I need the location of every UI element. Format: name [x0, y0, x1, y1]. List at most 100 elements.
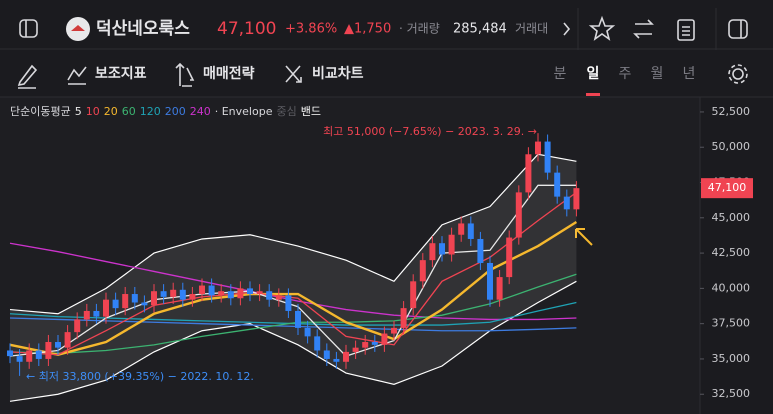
period-tab[interactable]: 월 — [651, 66, 664, 82]
candle-body — [256, 291, 263, 295]
legend-entry: 120 — [140, 105, 161, 118]
indicator-icon — [67, 66, 87, 85]
candle-body — [247, 288, 253, 295]
candle-body — [179, 289, 186, 300]
stock-price: 47,100 — [217, 19, 276, 39]
candle-body — [93, 310, 100, 317]
volume: 285,484 — [453, 22, 507, 37]
candle-body — [496, 277, 503, 300]
volume-label: · 거래량 — [399, 22, 440, 36]
candle-body — [429, 243, 436, 261]
candle-body — [333, 358, 340, 362]
candle-body — [151, 291, 157, 306]
candle-body — [55, 342, 61, 348]
candle-body — [218, 291, 225, 296]
plot — [7, 133, 580, 402]
candle-body — [410, 281, 417, 309]
y-tick-label: 40,000 — [712, 281, 751, 294]
candle-body — [563, 196, 570, 210]
panel-button[interactable] — [728, 19, 748, 39]
candle-body — [314, 336, 321, 351]
candle-body — [266, 291, 273, 300]
toolbar-item[interactable]: 매매전략 — [203, 65, 255, 82]
candle-body — [371, 342, 378, 345]
legend: 단순이동평균 5 10 20 60 120 200 240 · Envelope 중심 밴드 — [10, 105, 321, 118]
swap-button[interactable] — [633, 19, 654, 39]
candle-body — [391, 327, 397, 334]
candle-body — [141, 302, 148, 306]
toolbar-item[interactable]: 보조지표 — [95, 66, 147, 82]
candle-body — [477, 238, 484, 263]
candle-body — [544, 141, 551, 173]
candle-body — [16, 356, 23, 362]
candle-body — [208, 285, 215, 296]
candle-body — [304, 327, 311, 337]
change-rate: +3.86% — [285, 22, 337, 37]
more-button[interactable] — [563, 22, 571, 36]
candle-body — [26, 350, 33, 362]
sidebar-button[interactable] — [19, 19, 38, 38]
y-tick-label: 45,000 — [712, 211, 751, 224]
candle-body — [506, 237, 513, 278]
candle-body — [64, 332, 71, 348]
candle-body — [295, 310, 301, 328]
candle-body — [112, 299, 119, 309]
y-tick-label: 50,000 — [712, 140, 751, 153]
period-tab[interactable]: 년 — [683, 66, 696, 82]
candle-body — [227, 291, 234, 299]
candle-body — [122, 294, 129, 309]
candle-body — [131, 294, 138, 303]
stock-name: 덕산네오룩스 — [96, 19, 190, 39]
candle-body — [381, 333, 388, 345]
candle-body — [439, 243, 445, 255]
candle-body — [199, 285, 205, 295]
candle-body — [189, 294, 196, 300]
favorite-button[interactable] — [588, 15, 616, 41]
legend-entry: 10 — [86, 105, 100, 118]
candle-body — [275, 295, 282, 300]
pointer-arrow — [575, 228, 593, 246]
legend-prefix: 단순이동평균 — [10, 105, 71, 118]
legend-entry: 60 — [122, 105, 136, 118]
candle-body — [83, 310, 90, 320]
envelope-upper — [9, 153, 577, 315]
candle-body — [237, 288, 244, 299]
candle-body — [323, 350, 330, 359]
y-tick-label: 52,500 — [712, 105, 751, 118]
candle-body — [285, 295, 292, 311]
legend-center: 중심 — [276, 105, 296, 118]
ma-line — [9, 242, 577, 321]
last-price-box — [701, 178, 753, 199]
candle-body — [419, 260, 426, 282]
settings-button[interactable] — [732, 68, 744, 80]
candle-body — [74, 319, 81, 333]
candle-body — [352, 347, 359, 352]
compare-icon — [285, 65, 302, 83]
candle-body — [343, 351, 349, 362]
legend-entry: 200 — [165, 105, 186, 118]
y-tick-label: 42,500 — [712, 246, 751, 259]
memo-button[interactable] — [677, 19, 695, 41]
y-tick-label: 32,500 — [712, 387, 751, 400]
candle-body — [400, 308, 407, 328]
y-tick-label: 35,000 — [712, 352, 751, 365]
legend-entry: 240 — [190, 105, 211, 118]
candle-body — [448, 234, 455, 255]
legend-band: 밴드 — [301, 105, 321, 118]
envelope-fill — [10, 154, 577, 402]
period-tab[interactable]: 주 — [619, 66, 632, 82]
candle-body — [487, 262, 493, 300]
candle-body — [467, 223, 474, 239]
legend-envelope: · Envelope — [215, 105, 273, 118]
candle-body — [170, 289, 177, 297]
candle-body — [35, 350, 42, 359]
y-tick-label: 37,500 — [712, 317, 751, 330]
period-tab[interactable]: 일 — [587, 66, 600, 82]
draw-button[interactable] — [17, 64, 38, 89]
legend-entry: 5 — [75, 105, 82, 118]
toolbar-item[interactable]: 비교차트 — [312, 66, 364, 82]
period-underline — [586, 93, 600, 96]
period-tab[interactable]: 분 — [554, 66, 567, 82]
candle-body — [45, 342, 52, 359]
